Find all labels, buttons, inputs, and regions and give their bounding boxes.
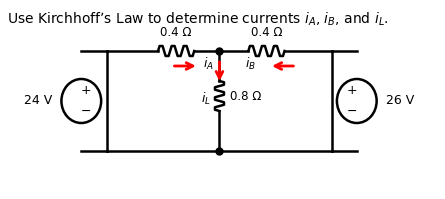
- Text: −: −: [81, 104, 91, 117]
- Text: +: +: [347, 85, 358, 98]
- Text: 0.8 Ω: 0.8 Ω: [231, 90, 262, 102]
- Text: 24 V: 24 V: [24, 95, 53, 107]
- Text: 0.4 Ω: 0.4 Ω: [251, 26, 282, 39]
- Text: Use Kirchhoff’s Law to determine currents $i_A$, $i_B$, and $i_L$.: Use Kirchhoff’s Law to determine current…: [7, 11, 389, 28]
- Text: $i_A$: $i_A$: [203, 56, 214, 72]
- Text: $i_B$: $i_B$: [245, 56, 255, 72]
- Text: +: +: [81, 85, 91, 98]
- Text: −: −: [347, 104, 357, 117]
- Text: 0.4 Ω: 0.4 Ω: [160, 26, 192, 39]
- Text: $i_L$: $i_L$: [201, 91, 210, 107]
- Text: 26 V: 26 V: [386, 95, 414, 107]
